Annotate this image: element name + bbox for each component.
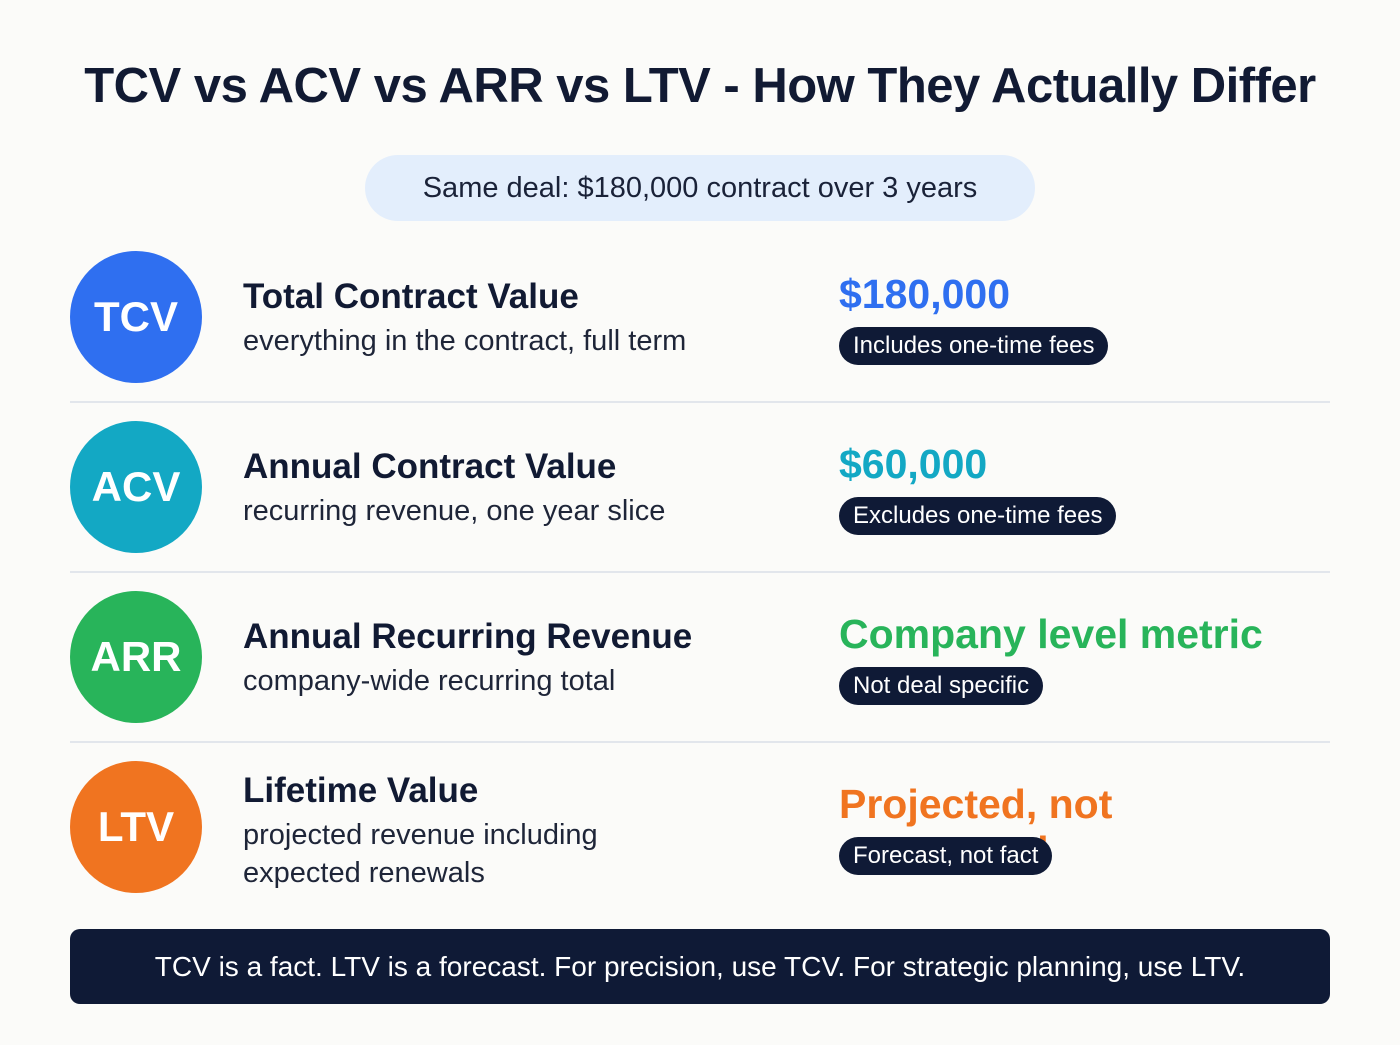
metric-value: $60,000 — [839, 441, 988, 487]
metric-description: projected revenue including — [243, 819, 598, 851]
metric-description: company-wide recurring total — [243, 665, 616, 697]
deal-context-pill: Same deal: $180,000 contract over 3 year… — [365, 155, 1035, 221]
row-divider — [70, 741, 1330, 743]
metric-description-continued: expected renewals — [243, 857, 485, 889]
page-title: TCV vs ACV vs ARR vs LTV - How They Actu… — [84, 59, 1316, 113]
metric-description: everything in the contract, full term — [243, 325, 687, 357]
metric-value: Company level metric — [839, 611, 1263, 657]
metric-tag: Includes one-time fees — [839, 327, 1109, 365]
metric-value: $180,000 — [839, 271, 1011, 317]
deal-context-text: Same deal: $180,000 contract over 3 year… — [422, 171, 978, 204]
metric-tag: Not deal specific — [839, 667, 1044, 705]
badge-label: LTV — [97, 803, 175, 850]
badge-label: TCV — [94, 293, 178, 340]
metric-name: Annual Recurring Revenue — [243, 617, 693, 656]
metric-row-arr: ARR Annual Recurring Revenue company-wid… — [70, 591, 1330, 761]
badge-label: ACV — [91, 463, 181, 510]
acv-badge-icon: ACV — [70, 421, 202, 553]
row-divider — [70, 401, 1330, 403]
arr-badge-icon: ARR — [70, 591, 202, 723]
summary-text: TCV is a fact. LTV is a forecast. For pr… — [154, 950, 1246, 982]
summary-banner: TCV is a fact. LTV is a forecast. For pr… — [70, 929, 1330, 1004]
metric-tag: Excludes one-time fees — [839, 497, 1117, 535]
metric-row-tcv: TCV Total Contract Value everything in t… — [70, 251, 1330, 421]
metric-tag: Forecast, not fact — [839, 837, 1053, 875]
metric-row-ltv: LTV Lifetime Value projected revenue inc… — [70, 761, 1330, 931]
metric-name: Annual Contract Value — [243, 447, 617, 486]
metric-row-acv: ACV Annual Contract Value recurring reve… — [70, 421, 1330, 591]
row-divider — [70, 571, 1330, 573]
metric-name: Total Contract Value — [243, 277, 579, 316]
badge-label: ARR — [90, 633, 182, 680]
ltv-badge-icon: LTV — [70, 761, 202, 893]
metric-description: recurring revenue, one year slice — [243, 495, 666, 527]
tcv-badge-icon: TCV — [70, 251, 202, 383]
metric-name: Lifetime Value — [243, 771, 479, 810]
